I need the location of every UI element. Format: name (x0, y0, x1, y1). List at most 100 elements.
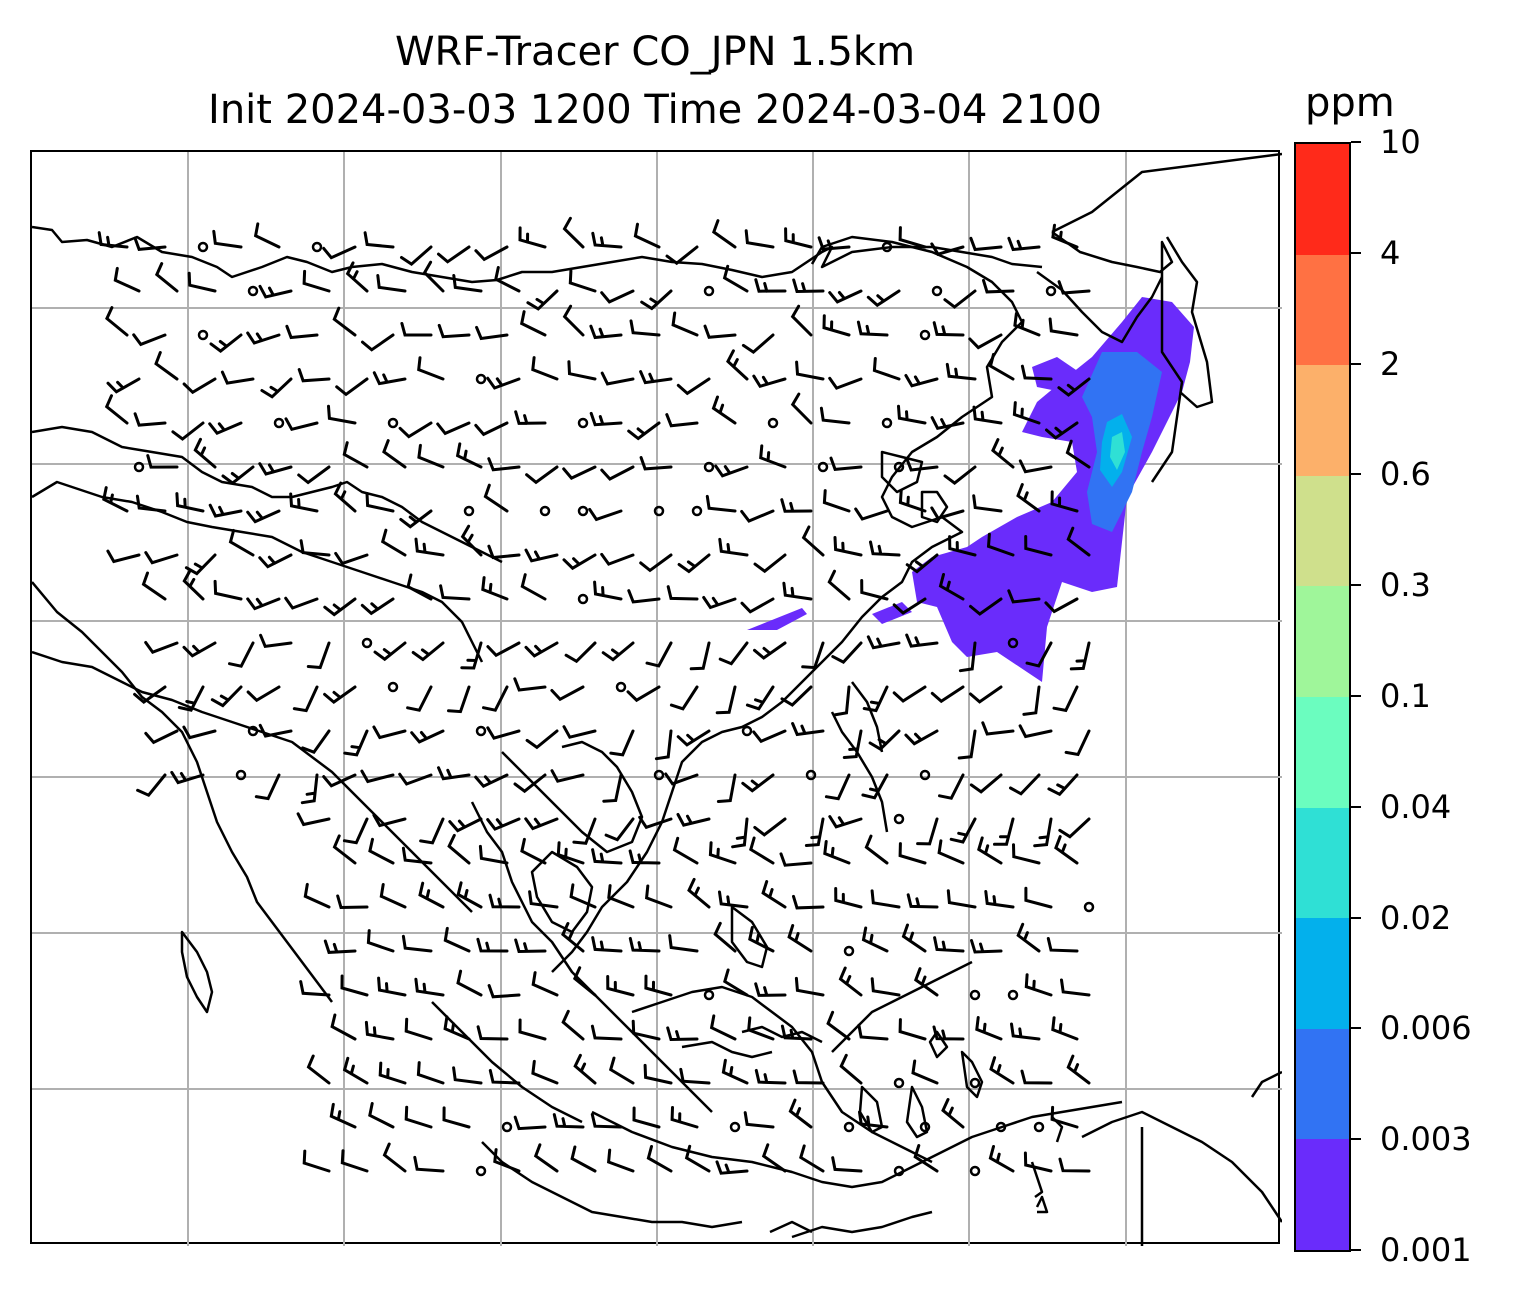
wind-barb (478, 844, 509, 865)
wind-barb (862, 685, 889, 713)
wind-barb (399, 509, 433, 529)
wind-barb (754, 982, 787, 997)
wind-barb (666, 585, 699, 601)
wind-barb (601, 641, 635, 662)
wind-barb (1023, 1151, 1053, 1173)
wind-barb (790, 392, 813, 425)
map-canvas (32, 152, 1282, 1246)
wind-barb (372, 813, 407, 828)
wind-barb (654, 729, 673, 761)
wind-barb (938, 773, 965, 800)
wind-barb (487, 984, 521, 999)
wind-barb (525, 465, 559, 485)
wind-barb (1060, 978, 1091, 997)
wind-barb (930, 685, 965, 704)
wind-barb (486, 641, 521, 658)
wind-barb (332, 306, 357, 337)
wind-barb (154, 262, 179, 293)
wind-barb (831, 641, 863, 664)
wind-barb (487, 544, 521, 560)
wind-barb (591, 231, 623, 249)
wind-barb (600, 465, 635, 481)
wind-barb (572, 817, 597, 845)
wind-barb (945, 362, 977, 381)
wind-barb (366, 929, 395, 953)
wind-barb (342, 441, 369, 469)
calm-wind-marker (703, 461, 715, 473)
wind-barb (932, 321, 965, 337)
wind-barb (993, 817, 1015, 846)
wind-barb (97, 231, 129, 249)
wind-barb (404, 1105, 433, 1129)
wind-barb (299, 980, 331, 997)
wind-barb (726, 349, 749, 381)
wind-barb (829, 456, 863, 472)
wind-barb (972, 494, 1003, 513)
wind-barb (340, 1149, 369, 1173)
wind-barb (834, 887, 863, 909)
wind-barb (561, 922, 585, 953)
colorbar-tick-label: 0.04 (1380, 787, 1452, 826)
calm-wind-marker (881, 417, 893, 429)
wind-barb (689, 641, 711, 671)
wind-barb (791, 722, 825, 737)
wind-barb (406, 685, 433, 712)
wind-barb (299, 539, 331, 557)
wind-barb (969, 773, 1003, 794)
wind-barb (417, 443, 445, 469)
wind-barb (213, 579, 243, 601)
colorbar-segment (1296, 586, 1349, 697)
wind-barb (364, 1020, 395, 1041)
wind-barb (977, 836, 1003, 865)
wind-barb (1045, 421, 1079, 440)
wind-barb (860, 579, 889, 601)
wind-barb (744, 229, 775, 249)
wind-barb (702, 596, 737, 610)
wind-barb (677, 553, 711, 574)
wind-barb (788, 1098, 813, 1129)
wind-barb (246, 685, 281, 703)
colorbar-tick (1351, 584, 1361, 587)
calm-wind-marker (919, 769, 931, 781)
wind-barb (144, 641, 179, 655)
wind-barb (136, 773, 167, 798)
wind-barb (439, 584, 471, 601)
wind-barb (901, 923, 927, 953)
wind-barb (476, 1025, 509, 1041)
wind-barb (716, 773, 737, 803)
wind-barb (437, 323, 471, 339)
wind-barb (591, 936, 623, 953)
calm-wind-marker (197, 241, 209, 253)
wind-barb (1066, 526, 1091, 557)
wind-barb (589, 411, 623, 427)
wind-barb (520, 837, 547, 865)
wind-barb (401, 846, 433, 865)
wind-barb (600, 289, 635, 304)
calm-wind-marker (235, 769, 247, 781)
wind-barb (713, 921, 737, 953)
calm-wind-marker (1007, 989, 1019, 1001)
wind-barb (562, 216, 585, 249)
wind-barb (1048, 317, 1079, 337)
wind-barb (193, 437, 217, 469)
calm-wind-marker (615, 681, 627, 693)
wind-barb (792, 894, 825, 910)
wind-barb (957, 729, 977, 760)
calm-wind-marker (805, 769, 817, 781)
wind-barb (1057, 280, 1091, 295)
wind-barb (804, 817, 825, 847)
wind-barb (1065, 439, 1091, 469)
wind-barb (988, 1145, 1015, 1173)
wind-barb (221, 465, 255, 485)
wind-barb (419, 817, 445, 845)
wind-barb (302, 269, 331, 293)
wind-barb (817, 236, 851, 251)
wind-barb (133, 236, 167, 252)
wind-barb (671, 311, 699, 337)
wind-barb (182, 725, 217, 740)
wind-barb (858, 1110, 889, 1129)
wind-barb (602, 773, 623, 803)
calm-wind-marker (463, 505, 475, 517)
calm-wind-marker (969, 989, 981, 1001)
wind-barb (113, 266, 141, 293)
